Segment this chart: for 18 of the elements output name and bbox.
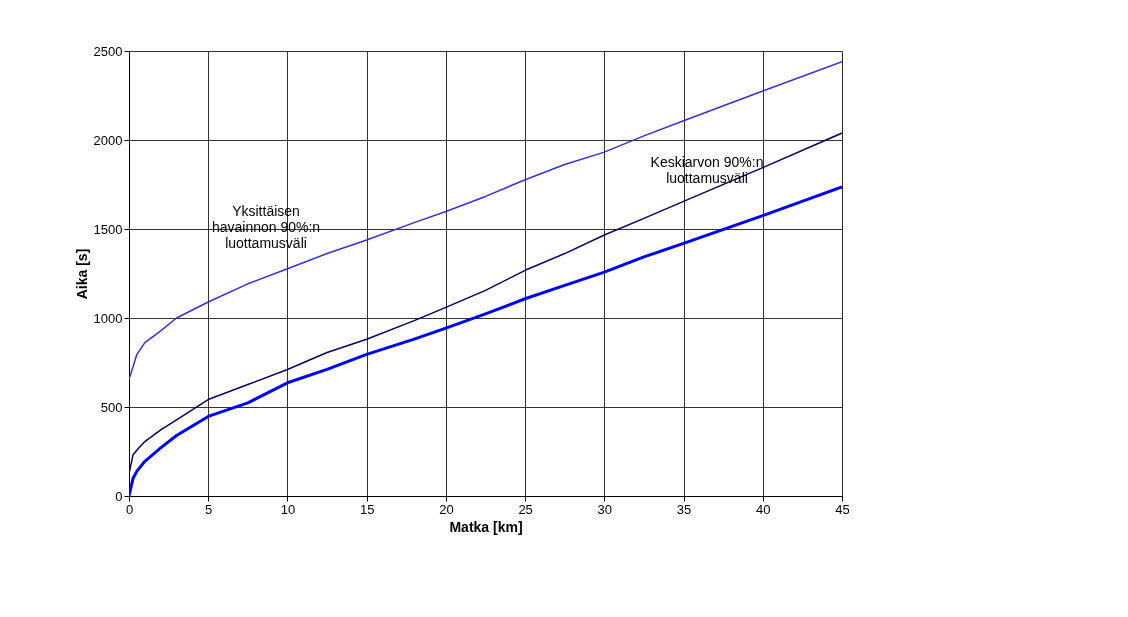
y-axis-title: Aika [s]	[73, 248, 90, 300]
x-tick-label: 15	[359, 501, 375, 517]
x-tick-label: 35	[676, 501, 692, 517]
y-tick-label: 0	[115, 488, 123, 504]
x-tick-label: 0	[125, 501, 134, 517]
y-tick-label: 1000	[93, 310, 123, 326]
x-tick-label: 5	[205, 501, 213, 517]
x-tick-label: 30	[597, 501, 613, 517]
y-tick-label: 1500	[93, 221, 123, 237]
x-axis-title: Matka [km]	[449, 518, 523, 535]
x-tick-label: 20	[439, 501, 454, 517]
y-tick-label: 2500	[93, 43, 123, 59]
x-tick-label: 45	[835, 501, 850, 517]
y-tick-label: 2000	[93, 132, 123, 148]
x-tick-label: 10	[280, 501, 296, 517]
x-tick-label: 40	[756, 501, 771, 517]
y-tick-label: 500	[100, 399, 123, 415]
x-tick-label: 25	[518, 501, 533, 517]
